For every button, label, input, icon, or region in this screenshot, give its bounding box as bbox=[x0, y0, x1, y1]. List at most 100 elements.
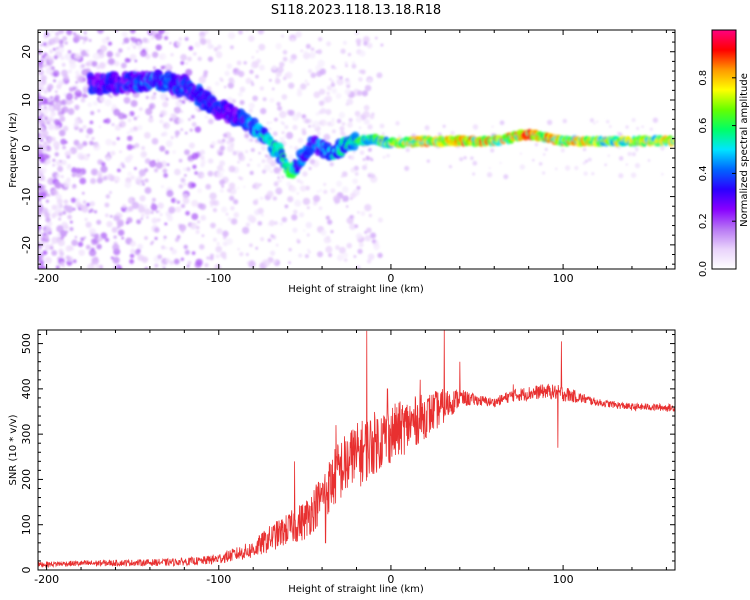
noise-blob bbox=[292, 124, 298, 131]
noise-blob bbox=[73, 32, 76, 36]
noise-blob bbox=[99, 96, 105, 102]
noise-blob bbox=[304, 50, 308, 55]
noise-blob bbox=[43, 34, 48, 39]
noise-blob bbox=[366, 259, 372, 264]
noise-blob bbox=[152, 159, 156, 163]
noise-blob bbox=[448, 164, 453, 169]
noise-blob bbox=[155, 161, 163, 169]
noise-blob bbox=[124, 181, 132, 189]
noise-blob bbox=[264, 154, 268, 158]
noise-blob bbox=[66, 165, 71, 170]
noise-blob bbox=[150, 203, 158, 211]
noise-blob bbox=[44, 228, 50, 234]
noise-blob bbox=[47, 136, 52, 142]
noise-blob bbox=[284, 125, 289, 130]
spectrogram-x-axis-label: Height of straight line (km) bbox=[288, 284, 424, 295]
noise-blob bbox=[376, 72, 383, 79]
noise-blob bbox=[326, 85, 332, 91]
noise-blob bbox=[226, 96, 233, 103]
noise-blob bbox=[209, 192, 217, 200]
noise-blob bbox=[320, 107, 327, 114]
noise-blob bbox=[367, 253, 375, 261]
noise-blob bbox=[183, 173, 187, 177]
noise-blob bbox=[346, 242, 353, 249]
noise-blob bbox=[156, 158, 160, 163]
noise-blob bbox=[85, 134, 90, 139]
noise-blob bbox=[236, 186, 240, 190]
noise-blob bbox=[237, 247, 240, 251]
noise-blob bbox=[212, 207, 218, 213]
noise-blob bbox=[89, 201, 95, 207]
noise-blob bbox=[140, 179, 145, 183]
noise-blob bbox=[207, 170, 214, 177]
noise-blob bbox=[587, 157, 592, 162]
noise-blob bbox=[625, 163, 628, 166]
noise-blob bbox=[255, 198, 259, 202]
noise-blob bbox=[257, 221, 263, 226]
noise-blob bbox=[74, 96, 78, 100]
noise-blob bbox=[80, 36, 84, 40]
noise-blob bbox=[318, 88, 326, 95]
noise-blob bbox=[331, 88, 338, 94]
noise-blob bbox=[76, 152, 85, 160]
noise-blob bbox=[85, 61, 91, 67]
noise-blob bbox=[279, 167, 283, 171]
noise-blob bbox=[92, 52, 100, 61]
noise-blob bbox=[165, 97, 169, 101]
noise-blob bbox=[104, 99, 112, 107]
noise-blob bbox=[330, 188, 336, 194]
noise-blob bbox=[296, 178, 301, 183]
noise-blob bbox=[379, 123, 385, 129]
noise-blob bbox=[362, 158, 366, 161]
noise-blob bbox=[219, 188, 224, 193]
noise-blob bbox=[116, 136, 120, 141]
noise-blob bbox=[277, 172, 281, 176]
noise-blob bbox=[116, 219, 124, 227]
noise-blob bbox=[364, 84, 372, 92]
noise-blob bbox=[166, 163, 170, 166]
noise-blob bbox=[79, 177, 87, 185]
noise-blob bbox=[245, 222, 251, 227]
noise-blob bbox=[630, 172, 637, 178]
noise-blob bbox=[54, 119, 61, 126]
noise-blob bbox=[336, 118, 342, 124]
noise-blob bbox=[346, 98, 354, 106]
noise-blob bbox=[366, 227, 372, 234]
noise-blob bbox=[181, 230, 185, 234]
noise-blob bbox=[260, 196, 264, 200]
noise-blob bbox=[83, 236, 87, 239]
noise-blob bbox=[499, 120, 505, 126]
noise-blob bbox=[223, 85, 227, 89]
noise-blob bbox=[170, 197, 177, 203]
noise-blob bbox=[186, 166, 191, 172]
noise-blob bbox=[564, 165, 571, 171]
noise-blob bbox=[181, 100, 186, 104]
noise-blob bbox=[270, 170, 273, 174]
noise-blob bbox=[215, 254, 220, 259]
noise-blob bbox=[191, 122, 197, 127]
noise-blob bbox=[119, 150, 122, 154]
noise-blob bbox=[240, 151, 243, 154]
noise-blob bbox=[84, 217, 88, 222]
noise-blob bbox=[230, 218, 238, 225]
noise-blob bbox=[370, 173, 376, 179]
noise-blob bbox=[187, 56, 192, 62]
noise-blob bbox=[213, 237, 217, 242]
noise-blob bbox=[228, 195, 235, 201]
noise-blob bbox=[163, 173, 169, 178]
noise-blob bbox=[288, 109, 295, 116]
noise-blob bbox=[38, 265, 42, 269]
noise-blob bbox=[127, 196, 136, 205]
noise-blob bbox=[486, 172, 493, 178]
snr-ticks: -200 -100 0 100 0 100 200 300 400 500 bbox=[20, 330, 675, 586]
noise-blob bbox=[239, 100, 245, 106]
noise-blob bbox=[317, 49, 323, 55]
noise-blob bbox=[617, 146, 621, 150]
noise-blob bbox=[222, 133, 228, 138]
noise-blob bbox=[162, 168, 168, 174]
noise-blob bbox=[370, 232, 377, 239]
noise-blob bbox=[188, 142, 195, 149]
noise-blob bbox=[78, 249, 85, 256]
noise-blob bbox=[74, 53, 81, 60]
noise-blob bbox=[65, 92, 74, 101]
